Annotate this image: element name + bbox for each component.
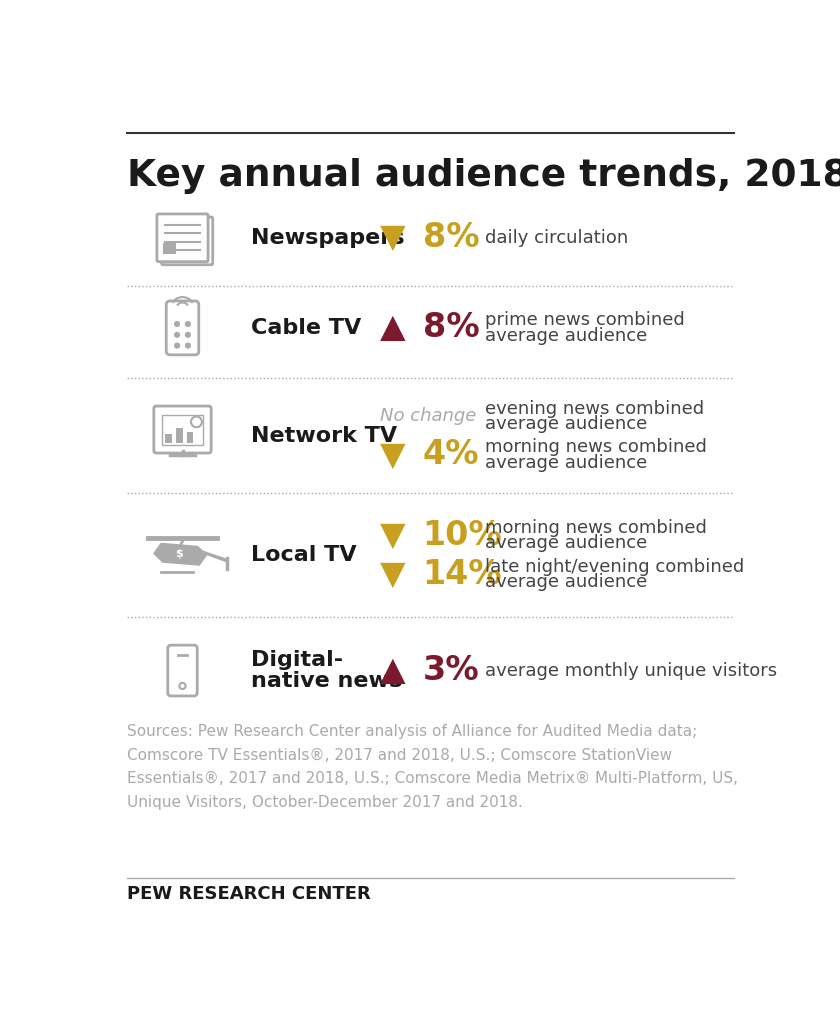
Bar xyxy=(162,415,202,445)
Text: average audience: average audience xyxy=(485,415,647,433)
Text: ▼: ▼ xyxy=(381,557,406,590)
Text: late night/evening combined: late night/evening combined xyxy=(485,557,744,576)
Text: 8%: 8% xyxy=(423,221,480,254)
Text: average audience: average audience xyxy=(485,573,647,591)
Text: prime news combined: prime news combined xyxy=(485,312,685,329)
Text: ▲: ▲ xyxy=(381,312,406,345)
Text: Newspapers: Newspapers xyxy=(250,228,404,248)
Text: ▲: ▲ xyxy=(381,654,406,687)
Text: No change: No change xyxy=(381,408,476,425)
Text: ▼: ▼ xyxy=(381,221,406,254)
Text: average audience: average audience xyxy=(485,535,647,552)
Text: Network TV: Network TV xyxy=(250,425,396,446)
Text: evening news combined: evening news combined xyxy=(485,399,704,418)
Text: PEW RESEARCH CENTER: PEW RESEARCH CENTER xyxy=(127,884,370,903)
Text: morning news combined: morning news combined xyxy=(485,439,706,456)
Polygon shape xyxy=(198,549,228,562)
Text: daily circulation: daily circulation xyxy=(485,229,628,247)
Text: ▼: ▼ xyxy=(381,439,406,472)
Text: 14%: 14% xyxy=(423,557,502,590)
Circle shape xyxy=(174,321,180,327)
Bar xyxy=(187,432,193,443)
Circle shape xyxy=(174,343,180,349)
Text: Digital-: Digital- xyxy=(250,650,343,670)
FancyBboxPatch shape xyxy=(157,214,208,262)
Circle shape xyxy=(185,343,191,349)
Text: Key annual audience trends, 2018 vs. 2017: Key annual audience trends, 2018 vs. 201… xyxy=(127,158,840,194)
Text: Local TV: Local TV xyxy=(250,545,356,566)
Circle shape xyxy=(185,321,191,327)
Circle shape xyxy=(174,331,180,337)
Text: 10%: 10% xyxy=(423,519,502,552)
Text: Sources: Pew Research Center analysis of Alliance for Audited Media data;
Comsco: Sources: Pew Research Center analysis of… xyxy=(127,724,738,810)
Text: Cable TV: Cable TV xyxy=(250,318,361,337)
Circle shape xyxy=(185,331,191,337)
Bar xyxy=(176,427,182,443)
Text: average monthly unique visitors: average monthly unique visitors xyxy=(485,662,777,679)
Text: ▼: ▼ xyxy=(381,519,406,552)
Text: $: $ xyxy=(176,549,183,559)
Polygon shape xyxy=(153,543,207,566)
Bar xyxy=(163,244,176,254)
Text: 4%: 4% xyxy=(423,439,480,472)
Text: morning news combined: morning news combined xyxy=(485,519,706,537)
Bar xyxy=(165,433,171,443)
Text: average audience: average audience xyxy=(485,454,647,472)
Text: 3%: 3% xyxy=(423,654,480,687)
Text: average audience: average audience xyxy=(485,326,647,345)
Text: 8%: 8% xyxy=(423,312,480,345)
Text: native news: native news xyxy=(250,672,402,691)
